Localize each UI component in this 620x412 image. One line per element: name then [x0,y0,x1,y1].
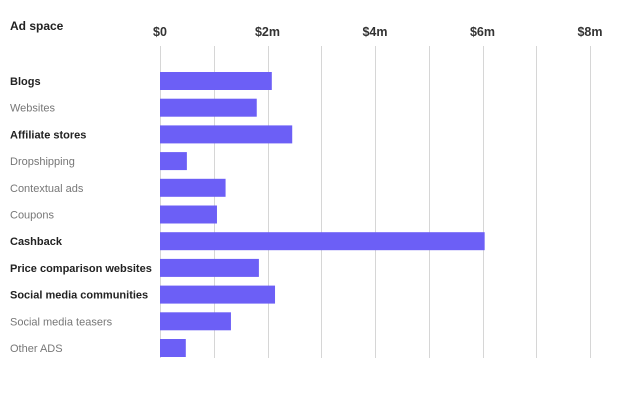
category-label-contextual-ads: Contextual ads [10,183,84,195]
bars [160,72,485,357]
category-label-websites: Websites [10,103,56,115]
bar-contextual-ads [160,178,226,197]
x-tick-label-2: $4m [362,25,387,39]
grid-lines [160,46,591,358]
bar-dropshipping [160,152,187,171]
category-label-social-media-teasers: Social media teasers [10,316,113,328]
bar-blogs [160,72,272,90]
category-label-cashback: Cashback [10,236,63,248]
bar-websites [160,98,257,117]
category-label-dropshipping: Dropshipping [10,156,75,168]
bar-cashback [160,232,485,251]
category-label-affiliate-stores: Affiliate stores [10,129,86,141]
bar-social-media-communities [160,285,276,304]
category-label-social-media-communities: Social media communities [10,290,148,302]
bar-social-media-teasers [160,312,231,331]
x-tick-label-3: $6m [470,25,495,39]
x-axis-tick-labels: $0 $2m $4m $6m $8m [153,25,602,39]
category-label-blogs: Blogs [10,76,41,88]
bar-price-comparison-websites [160,258,259,277]
category-labels: Blogs Websites Affiliate stores Dropshippin… [10,76,152,355]
x-tick-label-0: $0 [153,25,167,39]
category-label-price-comparison-websites: Price comparison websites [10,263,152,275]
x-tick-label-4: $8m [577,25,602,39]
bar-coupons [160,205,217,224]
bar-other-ads [160,339,186,357]
category-label-other-ads: Other ADS [10,343,63,355]
bar-affiliate-stores [160,125,293,144]
x-tick-label-1: $2m [255,25,280,39]
corner-label: Ad space [10,19,64,33]
category-label-coupons: Coupons [10,210,55,222]
